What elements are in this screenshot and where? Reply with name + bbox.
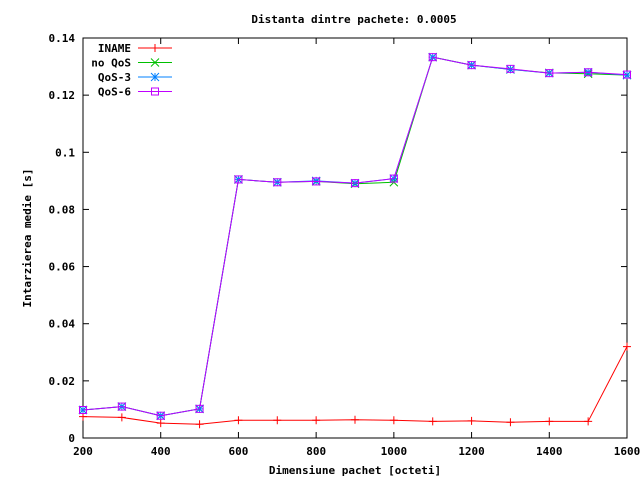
legend-marker bbox=[151, 87, 159, 96]
data-point bbox=[584, 417, 593, 426]
data-point bbox=[312, 177, 321, 186]
legend-marker bbox=[151, 44, 159, 52]
data-point bbox=[623, 342, 631, 351]
x-tick-label: 600 bbox=[228, 445, 248, 458]
data-point bbox=[117, 413, 126, 422]
series-iname bbox=[79, 342, 631, 429]
legend-label: QoS-3 bbox=[98, 71, 131, 84]
x-axis: 200 400 600 800 1000 1200 1400 1600 bbox=[73, 38, 640, 458]
x-tick-label: 1200 bbox=[458, 445, 485, 458]
y-axis-label: Intarzierea medie [s] bbox=[21, 168, 34, 307]
y-tick-label: 0 bbox=[68, 432, 75, 445]
y-tick-label: 0.12 bbox=[49, 89, 76, 102]
y-tick-label: 0.06 bbox=[49, 261, 76, 274]
series-qos-6 bbox=[79, 53, 631, 420]
data-point bbox=[389, 174, 398, 183]
data-point bbox=[273, 178, 282, 187]
data-point bbox=[195, 404, 204, 413]
data-point bbox=[467, 61, 476, 70]
data-point bbox=[351, 179, 359, 188]
x-tick-label: 200 bbox=[73, 445, 93, 458]
x-tick-label: 800 bbox=[306, 445, 326, 458]
data-point bbox=[156, 419, 165, 428]
y-tick-label: 0.04 bbox=[49, 318, 76, 331]
y-tick-label: 0.02 bbox=[49, 375, 76, 388]
data-point bbox=[506, 418, 515, 427]
x-tick-label: 1400 bbox=[536, 445, 563, 458]
x-axis-label: Dimensiune pachet [octeti] bbox=[269, 464, 441, 477]
data-point bbox=[79, 406, 87, 414]
series-line bbox=[82, 56, 628, 417]
plot-frame bbox=[82, 37, 628, 439]
series-line bbox=[82, 56, 628, 417]
legend-marker bbox=[150, 72, 160, 82]
series-no-qos bbox=[78, 52, 632, 421]
data-point bbox=[623, 70, 631, 79]
data-point bbox=[467, 416, 476, 425]
data-point bbox=[117, 402, 126, 411]
data-point bbox=[428, 417, 437, 426]
data-point bbox=[351, 415, 359, 424]
x-tick-label: 1000 bbox=[381, 445, 408, 458]
x-tick-label: 400 bbox=[151, 445, 171, 458]
x-tick-label: 1600 bbox=[614, 445, 640, 458]
series-layer bbox=[78, 52, 632, 429]
data-point bbox=[545, 69, 554, 78]
series-qos-3 bbox=[78, 52, 632, 421]
y-axis: 0 0.02 0.04 0.06 0.08 0.1 0.12 0.14 bbox=[49, 32, 627, 445]
legend-label: no QoS bbox=[91, 57, 131, 70]
data-point bbox=[389, 416, 398, 425]
data-point bbox=[506, 65, 515, 74]
data-point bbox=[428, 53, 437, 62]
y-tick-label: 0.1 bbox=[55, 146, 75, 159]
legend-label: INAME bbox=[98, 42, 131, 55]
data-point bbox=[506, 64, 515, 73]
data-point bbox=[195, 420, 204, 429]
chart-title: Distanta dintre pachete: 0.0005 bbox=[251, 13, 456, 26]
data-point bbox=[312, 416, 321, 425]
y-tick-label: 0.14 bbox=[49, 32, 76, 45]
data-point bbox=[545, 417, 554, 426]
data-point bbox=[234, 175, 243, 184]
data-point bbox=[584, 68, 593, 77]
data-point bbox=[622, 70, 632, 80]
data-point bbox=[156, 411, 165, 420]
series-line bbox=[82, 56, 628, 417]
data-point bbox=[273, 416, 282, 425]
legend-marker bbox=[150, 58, 160, 67]
y-tick-label: 0.08 bbox=[49, 203, 76, 216]
data-point bbox=[311, 176, 321, 186]
legend-label: QoS-6 bbox=[98, 86, 131, 99]
data-point bbox=[234, 416, 243, 425]
